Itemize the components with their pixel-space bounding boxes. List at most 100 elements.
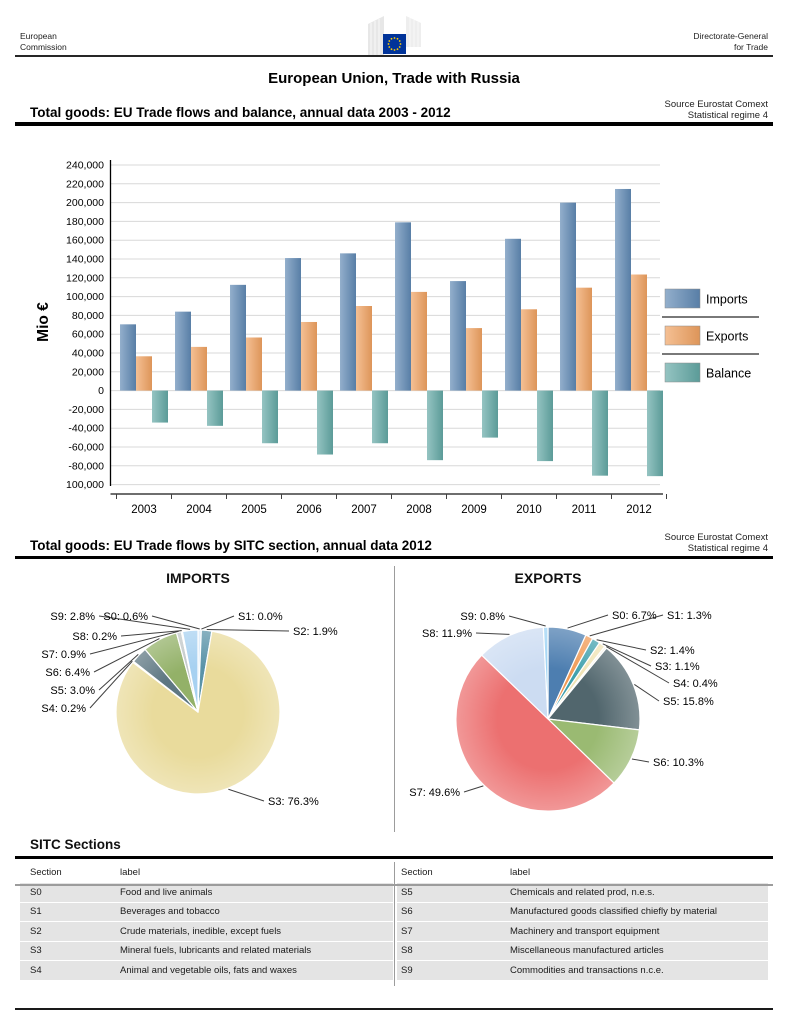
section-sitc-title: Total goods: EU Trade flows by SITC sect…: [30, 538, 432, 553]
leader-imports-S0: [151, 615, 200, 630]
section-code: S8: [401, 945, 413, 957]
section-label: Animal and vegetable oils, fats and waxe…: [120, 964, 297, 976]
table-header-row: Section label: [397, 862, 768, 883]
imports-pie-title: IMPORTS: [166, 570, 230, 586]
pie-section-divider: [394, 566, 395, 832]
legend-label-imports: Imports: [706, 293, 748, 307]
leader-exports-S7: [463, 785, 484, 793]
eu-flag-stars: [387, 37, 402, 51]
year-label: 2008: [406, 504, 432, 516]
y-tick-label: 0: [98, 385, 104, 397]
year-label: 2012: [626, 504, 652, 516]
bar-balance-2009: [482, 390, 498, 438]
table-row: S9 Commodities and transactions n.c.e.: [397, 961, 768, 980]
section-code: S2: [30, 925, 42, 937]
y-tick-label: 20,000: [72, 366, 104, 378]
bar-imports-2005: [230, 284, 246, 391]
leader-imports-S1: [201, 615, 235, 630]
pie-label-exports-S3: S3: 1.1%: [655, 661, 700, 673]
year-label: 2006: [296, 504, 322, 516]
table-row: S8 Miscellaneous manufactured articles: [397, 941, 768, 960]
col-header-label: label: [510, 867, 531, 878]
pie-label-exports-S1: S1: 1.3%: [667, 610, 712, 622]
sitc-table-right: Section label S5 Chemicals and related prod…: [397, 862, 768, 981]
bar-balance-2003: [152, 390, 168, 423]
sitc-table-left: Section label S0 Food and live animals S1 Bev…: [20, 862, 393, 981]
pie-imports: [115, 629, 281, 795]
legend: Imports Exports Balance: [662, 288, 759, 383]
y-tick-label: 180,000: [66, 216, 104, 228]
y-axis-tick-labels: 240,000 220,000 200,000 180,000 160,000 140,0…: [66, 160, 104, 492]
trade-flows-bar-chart: 240,000 220,000 200,000 180,000 160,000 140,0…: [35, 160, 759, 516]
logo-left-flag-shape: [368, 16, 384, 56]
section-label: Mineral fuels, lubricants and related ma…: [120, 945, 312, 957]
y-axis-title: Mio €: [35, 302, 52, 342]
bar-exports-2012: [631, 274, 647, 391]
section-label: Beverages and tobacco: [120, 906, 220, 918]
header-dept-line2: for Trade: [733, 41, 768, 52]
bar-balance-2005: [262, 390, 278, 444]
bar-balance-2006: [317, 390, 333, 455]
year-label: 2009: [461, 504, 487, 516]
bar-exports-2006: [301, 321, 317, 391]
header-dept: Directorate-General for Trade: [693, 31, 768, 52]
pie-label-exports-S4: S4: 0.4%: [673, 678, 718, 690]
table-row: S7 Machinery and transport equipment: [397, 922, 768, 941]
section-label: Chemicals and related prod, n.e.s.: [510, 886, 655, 898]
x-axis-ticks: [116, 494, 667, 499]
bar-imports-2009: [450, 281, 466, 391]
y-tick-label: 200,000: [66, 197, 104, 209]
european-commission-logo: [368, 16, 421, 56]
table-row: S1 Beverages and tobacco: [20, 902, 393, 921]
header-divider: [15, 55, 773, 57]
pie-label-imports-S0: S0: 0.6%: [103, 611, 148, 623]
section-label: Manufactured goods classified chiefly by…: [510, 906, 717, 918]
year-label: 2004: [186, 504, 212, 516]
bar-exports-2009: [466, 328, 482, 391]
table-row: S0 Food and live animals: [20, 883, 393, 902]
bar-imports-2007: [340, 253, 356, 391]
bar-imports-2004: [175, 311, 191, 391]
leader-exports-S9: [508, 615, 546, 627]
table-row: S5 Chemicals and related prod, n.e.s.: [397, 883, 768, 902]
section-flows-source: Source Eurostat Comext Statistical regim…: [665, 99, 769, 121]
section-label: Food and live animals: [120, 886, 213, 898]
legend-swatch-balance: [664, 362, 701, 383]
x-axis-year-labels: 2003 2004 2005 2006 2007 2008 2009 2010 2011 2012: [131, 504, 652, 516]
section-sitc-source: Source Eurostat Comext Statistical regim…: [665, 532, 769, 554]
table-header-row: Section label: [20, 862, 393, 883]
pie-label-imports-S5: S5: 3.0%: [50, 685, 95, 697]
footer-divider: [15, 1008, 773, 1010]
bar-imports-2010: [505, 238, 521, 391]
logo-stripes: [370, 18, 419, 56]
source-line2: Statistical regime 4: [687, 110, 768, 121]
year-label: 2010: [516, 504, 542, 516]
page-title: European Union, Trade with Russia: [268, 70, 520, 87]
legend-label-balance: Balance: [706, 367, 751, 381]
bars: [120, 188, 663, 477]
table-row: S2 Crude materials, inedible, except fuel…: [20, 922, 393, 941]
y-tick-label: 220,000: [66, 178, 104, 190]
col-header-section: Section: [30, 867, 62, 878]
bar-exports-2005: [246, 337, 262, 391]
legend-label-exports: Exports: [706, 330, 748, 344]
y-tick-label: 80,000: [72, 310, 104, 322]
sitc-table-rule: [15, 856, 773, 859]
leader-imports-S2: [206, 628, 290, 632]
bar-imports-2011: [560, 202, 576, 391]
leader-imports-S9: [98, 615, 191, 630]
header-org-line2: Commission: [20, 41, 67, 52]
section-label: Machinery and transport equipment: [510, 925, 660, 937]
y-tick-label: 100,000: [66, 291, 104, 303]
y-tick-label: 60,000: [72, 329, 104, 341]
leader-exports-S8: [475, 632, 510, 635]
section-code: S9: [401, 964, 413, 976]
pie-label-imports-S7: S7: 0.9%: [41, 649, 86, 661]
bar-balance-2012: [647, 390, 663, 477]
header-org-line1: European: [20, 31, 57, 41]
pie-label-exports-S2: S2: 1.4%: [650, 645, 695, 657]
bar-exports-2003: [136, 356, 152, 391]
table-column-divider: [394, 862, 395, 986]
section-code: S4: [30, 964, 42, 976]
bar-exports-2004: [191, 346, 207, 391]
